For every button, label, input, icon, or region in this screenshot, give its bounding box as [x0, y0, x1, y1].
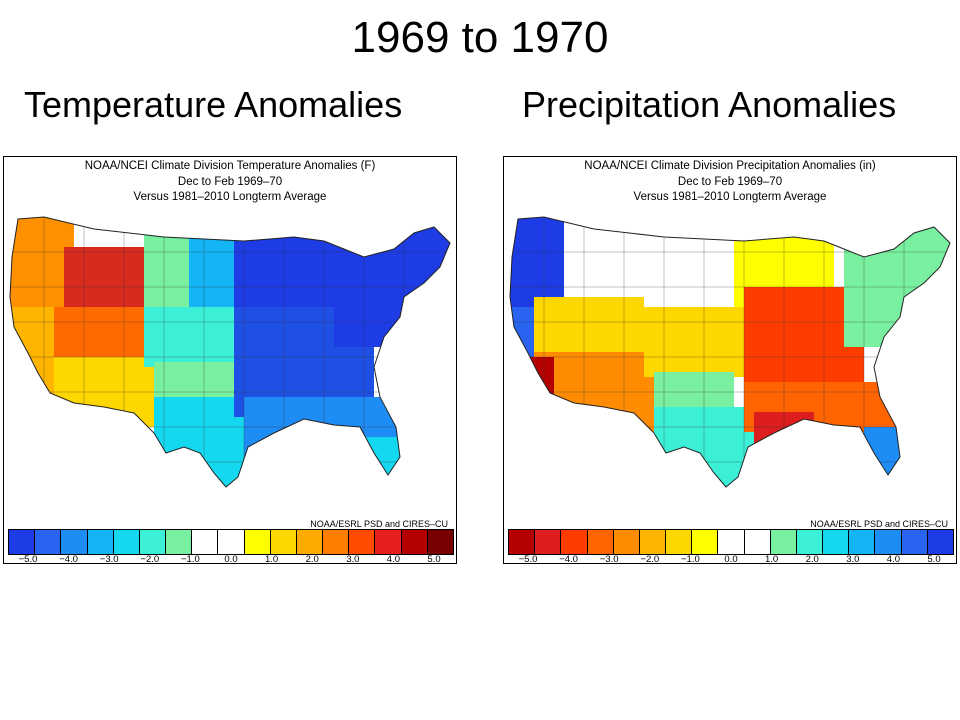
legend-swatch	[218, 530, 245, 554]
legend-swatch	[166, 530, 193, 554]
precipitation-map-panel: NOAA/NCEI Climate Division Precipitation…	[503, 156, 957, 564]
legend-swatch	[509, 530, 536, 554]
region-florida	[864, 427, 904, 487]
legend-swatch	[139, 530, 167, 554]
legend-swatch	[113, 530, 140, 554]
legend-tick-label: −3.0	[599, 554, 619, 564]
legend-swatch	[587, 530, 614, 554]
map-title-line1: NOAA/NCEI Climate Division Temperature A…	[84, 160, 376, 172]
precipitation-legend	[508, 529, 954, 555]
legend-swatch	[561, 530, 588, 554]
legend-tick-label: −2.0	[140, 554, 160, 564]
legend-tick-label: 0.0	[724, 554, 738, 564]
legend-swatch	[901, 530, 928, 554]
legend-tick-label: 3.0	[346, 554, 360, 564]
legend-swatch	[9, 530, 36, 554]
region-northern-plains	[644, 217, 744, 307]
precipitation-heading: Precipitation Anomalies	[522, 84, 897, 125]
temperature-map-header: NOAA/NCEI Climate Division Temperature A…	[4, 159, 456, 206]
map-credit: NOAA/ESRL PSD and CIRES–CU	[810, 519, 948, 529]
map-title-line2: Dec to Feb 1969–70	[177, 175, 283, 188]
legend-swatch	[61, 530, 88, 554]
legend-tick-label: 3.0	[846, 554, 860, 564]
legend-swatch	[535, 530, 562, 554]
legend-swatch	[796, 530, 824, 554]
legend-tick-label: 4.0	[886, 554, 900, 564]
legend-tick-label: −1.0	[681, 554, 700, 564]
map-title-line3: Versus 1981–2010 Longterm Average	[633, 191, 827, 203]
map-title-line1: NOAA/NCEI Climate Division Precipitation…	[584, 160, 876, 172]
legend-swatch	[401, 530, 428, 554]
legend-tick-label: −5.0	[518, 554, 538, 564]
temperature-legend-ticks: −5.0 −4.0 −3.0 −2.0 −1.0 0.0 1.0 2.0 3.0 4.0 5.0	[8, 554, 454, 564]
legend-swatch	[666, 530, 693, 554]
legend-tick-label: 1.0	[264, 554, 279, 564]
map-credit: NOAA/ESRL PSD and CIRES–CU	[310, 519, 448, 529]
legend-swatch	[744, 530, 771, 554]
region-southern-california	[514, 357, 554, 397]
precipitation-legend-ticks: −5.0 −4.0 −3.0 −2.0 −1.0 0.0 1.0 2.0 3.0 4.0 5.0	[508, 554, 954, 564]
legend-tick-label: 5.0	[927, 554, 941, 564]
map-title-line2: Dec to Feb 1969–70	[677, 175, 783, 188]
region-central-plains	[144, 307, 234, 367]
temperature-legend	[8, 529, 454, 555]
region-california	[10, 307, 54, 417]
region-northern-rockies	[144, 217, 194, 307]
legend-swatch	[349, 530, 376, 554]
legend-tick-label: 1.0	[764, 554, 779, 564]
region-great-basin	[534, 297, 644, 357]
legend-swatch	[270, 530, 297, 554]
legend-swatch	[35, 530, 62, 554]
legend-tick-label: −4.0	[559, 554, 578, 564]
legend-tick-label: 0.0	[224, 554, 238, 564]
legend-swatch	[323, 530, 350, 554]
region-northern-rockies	[564, 217, 644, 297]
legend-swatch	[849, 530, 876, 554]
region-central-plains	[644, 307, 744, 377]
temperature-map	[9, 216, 451, 488]
legend-tick-label: −3.0	[99, 554, 119, 564]
legend-swatch	[427, 530, 453, 554]
legend-tick-label: −2.0	[640, 554, 660, 564]
region-great-basin	[44, 307, 144, 357]
legend-swatch	[875, 530, 902, 554]
legend-tick-label: 5.0	[427, 554, 441, 564]
legend-tick-label: 4.0	[386, 554, 400, 564]
temperature-map-panel: NOAA/NCEI Climate Division Temperature A…	[3, 156, 457, 564]
legend-swatch	[692, 530, 719, 554]
legend-swatch	[375, 530, 402, 554]
map-title-line3: Versus 1981–2010 Longterm Average	[133, 191, 327, 203]
legend-swatch	[192, 530, 219, 554]
legend-swatch	[639, 530, 667, 554]
legend-tick-label: −5.0	[18, 554, 38, 564]
region-interior-northwest	[64, 247, 144, 317]
legend-tick-label: −1.0	[181, 554, 200, 564]
region-northern-california	[510, 307, 534, 357]
region-northeast	[844, 217, 950, 347]
legend-tick-label: 2.0	[305, 554, 319, 564]
region-northeast	[334, 217, 450, 347]
slide-title: 1969 to 1970	[351, 13, 609, 62]
legend-swatch	[823, 530, 850, 554]
legend-swatch	[927, 530, 953, 554]
legend-swatch	[770, 530, 797, 554]
region-northern-plains	[189, 217, 239, 307]
legend-tick-label: 2.0	[805, 554, 819, 564]
precipitation-map	[509, 216, 951, 488]
legend-swatch	[613, 530, 640, 554]
legend-tick-label: −4.0	[59, 554, 78, 564]
legend-swatch	[718, 530, 745, 554]
region-pacific-northwest	[10, 217, 74, 307]
precipitation-map-header: NOAA/NCEI Climate Division Precipitation…	[504, 159, 956, 206]
temperature-heading: Temperature Anomalies	[24, 84, 403, 125]
legend-swatch	[87, 530, 114, 554]
legend-swatch	[244, 530, 271, 554]
legend-swatch	[296, 530, 324, 554]
